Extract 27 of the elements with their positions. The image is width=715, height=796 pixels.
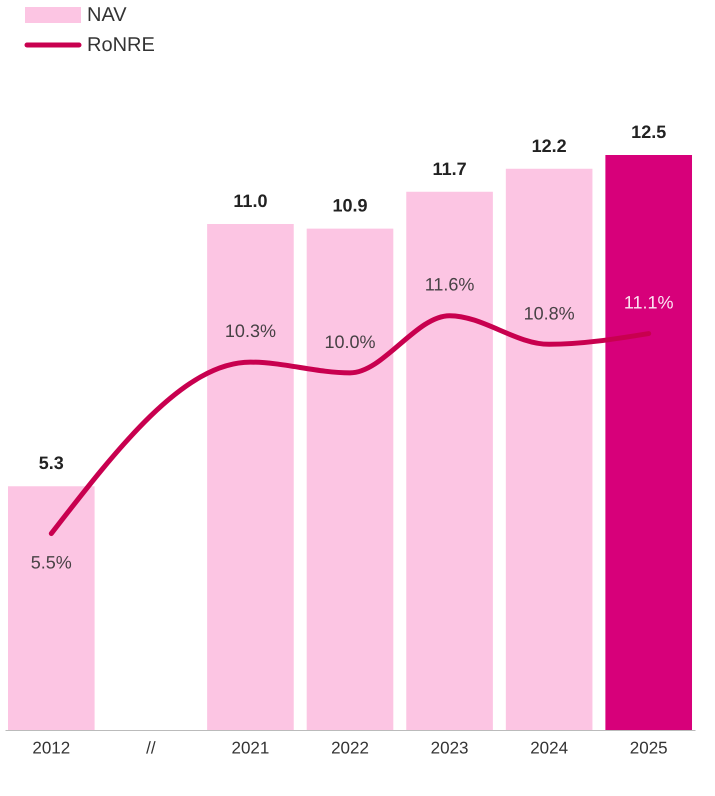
- bar: [306, 228, 394, 730]
- bar: [207, 224, 294, 730]
- data-label: 5.5%: [30, 552, 72, 573]
- data-label: 10.0%: [324, 332, 376, 352]
- bar: [406, 192, 493, 730]
- bar: [8, 486, 95, 730]
- data-label: 12.5: [631, 122, 666, 142]
- data-label: 10.3%: [224, 321, 276, 342]
- data-label: 10.9: [332, 196, 368, 216]
- bar: [506, 168, 592, 730]
- x-tick-label: 2023: [430, 738, 468, 758]
- x-tick-label: //: [146, 738, 156, 758]
- x-tick-label: 2021: [232, 738, 270, 758]
- data-label: 5.3: [38, 453, 64, 474]
- data-label: 11.6%: [424, 274, 474, 295]
- x-tick-label: 2025: [630, 738, 668, 758]
- x-tick-label: 2022: [331, 738, 369, 758]
- x-tick-label: 2024: [530, 738, 568, 758]
- data-label: 12.2: [532, 136, 567, 156]
- data-label: 10.8%: [524, 303, 575, 324]
- legend-label: RoNRE: [87, 34, 155, 56]
- x-tick-label: 2012: [32, 738, 70, 758]
- data-label: 11.7: [432, 158, 467, 179]
- data-label: 11.1%: [624, 292, 674, 313]
- legend-label: NAV: [87, 4, 128, 26]
- data-label: 11.0: [233, 191, 268, 211]
- bar: [605, 155, 692, 730]
